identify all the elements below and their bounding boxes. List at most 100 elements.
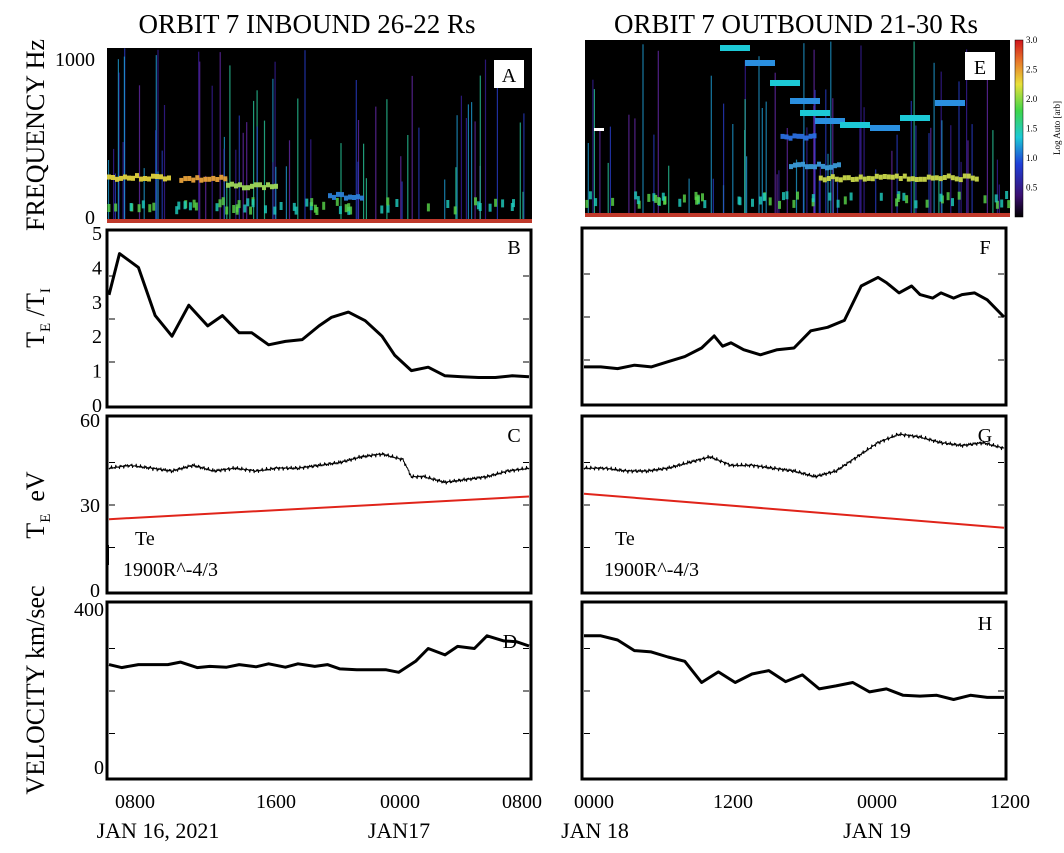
panel-a: A (107, 48, 532, 223)
panel-e-emission (910, 176, 915, 182)
colorbar-tick: 2.0 (1026, 94, 1038, 104)
panel-a-emission (262, 185, 266, 191)
panel-a-streak (114, 173, 116, 219)
panel-a-streak (123, 56, 125, 219)
panel-e-emission (850, 177, 855, 182)
panel-e-lowband (585, 199, 589, 208)
panel-e-emission (878, 174, 883, 180)
panel-a-lowband (476, 201, 480, 210)
panel-e-lowband (896, 194, 900, 202)
panel-a-streak (246, 122, 248, 219)
panel-e-streak (806, 127, 808, 213)
panel-a-emission (195, 175, 200, 181)
yticks-c: 60 30 0 (80, 410, 100, 602)
colorbar-label: Log Auto [arb] (1052, 101, 1062, 155)
panel-g-frame (580, 414, 1008, 595)
panel-e-lowband (995, 200, 999, 209)
xsub-h-1: JAN 19 (843, 818, 911, 843)
panel-a-emission (191, 177, 196, 183)
panel-e-streak (958, 81, 960, 214)
panel-e-emission (862, 176, 867, 182)
panel-a-emission (215, 177, 220, 182)
panel-e-lowband (782, 192, 785, 201)
velocity-line-h (584, 634, 1004, 701)
panel-e-emission (818, 175, 823, 181)
panel-a-lowband (474, 197, 477, 206)
panel-e-streak (795, 159, 798, 213)
panel-e-emission (858, 174, 863, 180)
panel-a-lowband (294, 206, 298, 215)
ylabel-te-ev: TEeV (21, 471, 54, 539)
panel-e-streak (933, 62, 935, 213)
panel-a-lowband (107, 204, 111, 212)
panel-e-streak (966, 49, 968, 214)
panel-a-emission (332, 194, 336, 200)
panel-e-emission (894, 173, 899, 179)
panel-e-streak (960, 161, 962, 213)
panel-a-streak (242, 132, 244, 219)
ytick-b: 4 (92, 257, 102, 279)
panel-e-lowband (879, 192, 883, 201)
panel-e-streak (592, 79, 594, 213)
panel-a-streak (143, 168, 145, 219)
panel-a-lowband (380, 205, 384, 214)
te-ti-line-b (107, 252, 530, 379)
panel-a-lowband (237, 200, 241, 209)
panel-e-streak (928, 133, 930, 213)
panel-a-streak (205, 175, 207, 219)
panel-e-lowband (588, 191, 592, 200)
panel-a-emission (226, 182, 230, 188)
panel-e-emission (934, 175, 939, 181)
panel-e-lowband (696, 194, 700, 203)
panel-e-lowband (925, 199, 929, 208)
te-ti-line-f (584, 275, 1006, 371)
panel-e-emission (866, 175, 871, 181)
panel-e-emission (800, 110, 830, 116)
panel-a-lowband (273, 206, 277, 215)
panel-e-streak (992, 130, 994, 213)
panel-a-lowband (177, 201, 181, 210)
panel-a-emission (250, 183, 254, 189)
panel-e-lowband (701, 193, 704, 202)
panel-a-lowband (335, 197, 339, 206)
panel-e-streak (941, 120, 943, 213)
panel-a-streak (285, 166, 287, 219)
panel-e-emission (797, 162, 801, 168)
panel-e-emission (838, 177, 843, 183)
velocity-line-d (108, 634, 530, 674)
panel-e-lowband (703, 200, 707, 209)
panel-a-streak (253, 100, 255, 219)
panel-e-streak (996, 159, 998, 213)
model-label-g: 1900R^-4/3 (604, 559, 699, 581)
panel-e-lowband (611, 197, 615, 206)
panel-e-emission (946, 173, 951, 179)
panel-a-baseline (107, 219, 532, 223)
panel-a-streak (157, 49, 159, 219)
panel-a-emission (238, 182, 242, 188)
ylabel-velocity: VELOCITY km/sec (21, 585, 50, 794)
colorbar: 3.0 2.5 2.0 1.5 1.0 0.5 Log Auto [arb] (1014, 35, 1062, 218)
panel-a-lowband (243, 204, 247, 213)
xtick-d-1: 1600 (256, 791, 296, 813)
panel-a-emission (199, 177, 204, 183)
panel-a-lowband (215, 203, 219, 212)
xtick-h-0: 0000 (574, 791, 614, 813)
panel-a-emission (344, 195, 348, 201)
panel-e-lowband (762, 193, 766, 202)
panel-e-emission (790, 98, 820, 104)
ytick-b: 1 (92, 361, 102, 383)
panel-e-marker (594, 128, 604, 131)
panel-e-lowband (678, 198, 682, 207)
panel-a-streak (274, 61, 276, 220)
panel-e-streak (891, 150, 893, 213)
panel-f-label: F (979, 237, 990, 259)
panel-e-streak (776, 174, 778, 213)
panel-e-emission (812, 133, 817, 139)
panel-a-emission (352, 195, 356, 200)
panel-e-emission (842, 175, 847, 181)
panel-a-lowband (148, 204, 152, 213)
panel-a-emission (203, 176, 208, 182)
panel-a-emission (356, 194, 360, 200)
panel-f-frame (580, 226, 1008, 407)
panel-e-lowband (594, 198, 598, 207)
